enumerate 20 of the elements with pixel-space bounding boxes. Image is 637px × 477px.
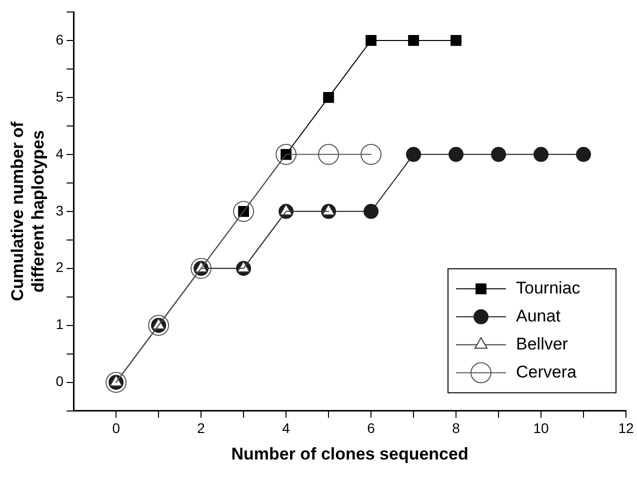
x-tick-label: 2 (197, 420, 206, 436)
y-axis-title: Cumulative number of different haplotypes (8, 121, 48, 302)
y-tick-label: 5 (56, 88, 64, 104)
x-tick-label: 4 (282, 420, 290, 436)
y-tick-label: 6 (56, 31, 64, 48)
y-tick-label: 3 (56, 202, 64, 218)
x-tick-label: 6 (367, 420, 376, 436)
legend-label: Bellver (516, 334, 568, 354)
legend-label: Cervera (516, 362, 578, 382)
y-tick-label: 4 (56, 145, 64, 162)
x-tick-label: 8 (452, 420, 460, 436)
x-axis-title: Number of clones sequenced (231, 444, 468, 464)
y-tick-label: 0 (56, 373, 64, 390)
x-tick-label: 12 (618, 420, 634, 436)
x-tick-label: 10 (533, 420, 550, 436)
legend-label: Tourniac (516, 278, 581, 298)
y-tick-label: 2 (56, 259, 64, 276)
x-tick-label: 0 (112, 420, 120, 436)
legend-label: Aunat (516, 306, 561, 326)
y-tick-label: 1 (56, 316, 64, 332)
